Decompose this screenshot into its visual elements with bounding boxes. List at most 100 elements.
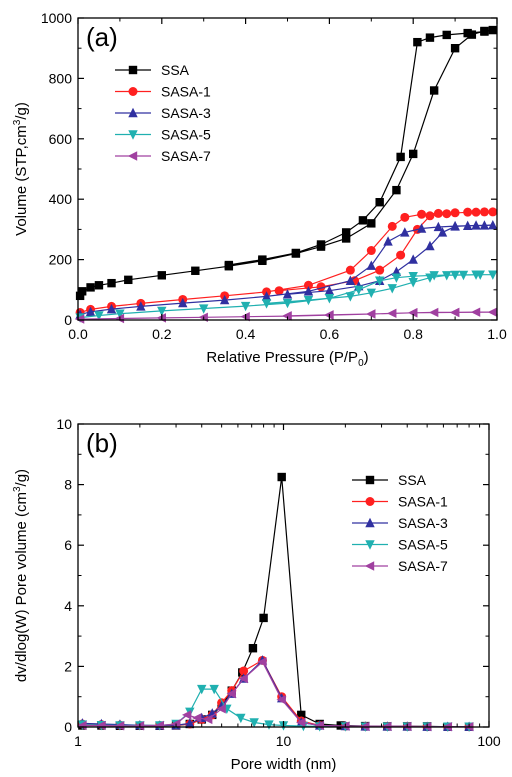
data-point-SASA-1 (274, 286, 284, 296)
y-axis-title-end: /g) (13, 469, 30, 487)
y-axis-title-main: dv/dlog(W) Pore volume (cm (13, 492, 30, 682)
data-point-SASA-1 (387, 221, 397, 231)
legend-label: SASA-5 (161, 127, 211, 143)
series-line-SASA-7 (82, 660, 470, 728)
data-point-SASA-3 (85, 306, 96, 317)
data-point-SSA (392, 185, 401, 195)
x-tick-label: 0.6 (320, 326, 340, 342)
x-axis-title-sub: 0 (358, 358, 364, 369)
data-point-SSA (429, 86, 439, 95)
x-tick-label: 0.0 (68, 326, 88, 342)
plot-frame (77, 423, 490, 728)
data-point-SASA-3 (303, 286, 314, 296)
data-point-SASA-7 (216, 704, 226, 714)
x-tick-label: 100 (477, 733, 501, 749)
y-axis-title-main: Volume (STP,cm (13, 125, 30, 236)
data-point-SASA-7 (202, 714, 213, 725)
legend-marker-SASA-5 (128, 130, 138, 140)
data-point-SASA-5 (458, 270, 469, 281)
data-point-SSA (124, 275, 133, 285)
data-point-SASA-5 (249, 718, 259, 728)
data-point-SASA-7 (154, 720, 164, 731)
data-point-SSA (425, 33, 435, 42)
data-point-SASA-5 (425, 273, 435, 283)
data-point-SASA-7 (238, 673, 248, 684)
x-axis-title: Relative Pressure (P/P0) (206, 349, 368, 369)
data-point-SASA-3 (324, 285, 335, 295)
data-point-SSA (341, 228, 351, 237)
data-point-SASA-1 (450, 208, 460, 218)
data-point-SASA-7 (282, 311, 292, 321)
y-axis-title-sup: 3 (12, 486, 23, 492)
data-point-SASA-7 (74, 314, 85, 324)
data-point-SASA-5 (429, 271, 439, 281)
data-point-SSA (463, 28, 472, 38)
y-tick-label: 10 (56, 416, 72, 432)
series-line-SASA-1 (82, 659, 470, 728)
data-point-SSA (450, 44, 460, 53)
data-point-SSA (480, 27, 489, 36)
data-point-SASA-3 (261, 291, 272, 301)
data-point-SASA-1 (488, 207, 498, 217)
data-point-SASA-3 (136, 301, 146, 311)
data-point-SASA-5 (387, 284, 397, 294)
legend-marker-SASA-3 (128, 107, 138, 118)
data-point-SASA-5 (303, 295, 314, 306)
data-point-SASA-5 (282, 298, 293, 309)
y-axis-title: dv/dlog(W) Pore volume (cm3/g) (12, 469, 30, 682)
data-point-SASA-1 (396, 250, 406, 260)
legend-marker-SSA (128, 65, 138, 75)
data-point-SASA-1 (239, 666, 249, 676)
data-point-SASA-5 (261, 299, 272, 309)
data-point-SASA-5 (366, 288, 376, 299)
data-point-SASA-5 (197, 684, 207, 695)
data-point-SSA (224, 260, 234, 270)
data-point-SASA-7 (366, 309, 376, 319)
data-point-SASA-3 (479, 220, 490, 230)
y-axis-title: Volume (STP,cm3/g) (12, 102, 30, 236)
x-axis-title: Pore width (nm) (231, 756, 337, 773)
data-point-SASA-5 (324, 294, 335, 304)
legend-marker-SASA-7 (364, 561, 375, 571)
data-point-SASA-5 (450, 270, 460, 281)
y-axis-title-sup: 3 (12, 119, 23, 125)
data-point-SASA-1 (366, 246, 376, 256)
data-point-SSA (442, 30, 451, 40)
data-point-SSA (367, 219, 376, 228)
data-point-SSA (157, 271, 166, 280)
data-point-SASA-3 (178, 297, 188, 308)
data-point-SSA (191, 266, 200, 275)
legend-marker-SASA-5 (365, 540, 375, 550)
data-point-SASA-1 (417, 209, 427, 219)
x-axis-title-main: Relative Pressure (P/P (206, 349, 358, 366)
data-point-SASA-7 (487, 307, 498, 317)
data-point-SSA (258, 255, 267, 264)
x-tick-label: 1.0 (487, 326, 507, 342)
data-point-SASA-1 (345, 265, 355, 275)
data-point-SSA (316, 240, 326, 249)
data-point-SASA-5 (345, 292, 356, 302)
data-point-SASA-7 (428, 307, 439, 318)
y-tick-label: 400 (49, 191, 73, 207)
data-point-SASA-7 (470, 307, 481, 317)
data-point-SASA-7 (114, 721, 125, 731)
y-axis-title-end: /g) (13, 102, 30, 120)
data-point-SASA-1 (433, 208, 443, 218)
data-point-SSA (86, 283, 95, 292)
data-point-SSA (297, 710, 306, 720)
data-point-SASA-1 (375, 265, 385, 275)
data-point-SASA-7 (276, 695, 286, 705)
data-point-SASA-7 (226, 688, 236, 699)
data-point-SASA-5 (374, 276, 385, 286)
legend-marker-SASA-7 (127, 151, 138, 161)
data-point-SASA-5 (209, 684, 219, 695)
data-point-SASA-3 (425, 240, 435, 251)
data-point-SASA-3 (416, 223, 427, 233)
data-point-SASA-1 (425, 211, 435, 221)
data-point-SASA-7 (387, 308, 397, 319)
y-tick-label: 4 (64, 598, 72, 614)
data-point-SSA (358, 216, 368, 225)
legend-label: SASA-5 (398, 537, 448, 553)
x-tick-label: 10 (276, 733, 292, 749)
data-point-SASA-3 (383, 236, 393, 246)
